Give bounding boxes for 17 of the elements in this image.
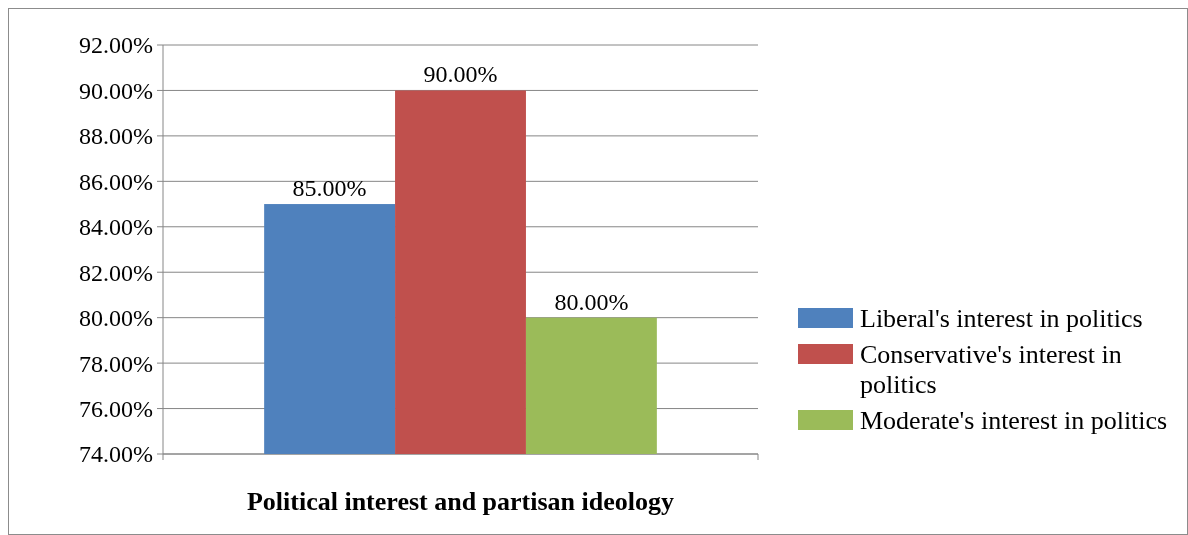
legend-label: Moderate's interest in politics	[860, 406, 1168, 436]
legend-label: Liberal's interest in politics	[860, 304, 1143, 334]
y-tick-label: 82.00%	[79, 259, 153, 286]
legend-label: Conservative's interest in politics	[860, 340, 1122, 400]
data-label: 90.00%	[423, 61, 498, 88]
y-tick-label: 90.00%	[79, 77, 153, 104]
y-tick-label: 76.00%	[79, 395, 153, 422]
y-tick-label: 86.00%	[79, 168, 153, 195]
data-label: 80.00%	[554, 288, 629, 315]
y-tick-label: 88.00%	[79, 123, 153, 150]
y-tick-label: 78.00%	[79, 350, 153, 377]
y-tick-label: 84.00%	[79, 214, 153, 241]
y-tick-label: 74.00%	[79, 441, 153, 468]
data-label: 85.00%	[292, 175, 367, 202]
y-tick-label: 92.00%	[79, 32, 153, 59]
y-tick-label: 80.00%	[79, 305, 153, 332]
x-axis-title: Political interest and partisan ideology	[246, 487, 675, 516]
